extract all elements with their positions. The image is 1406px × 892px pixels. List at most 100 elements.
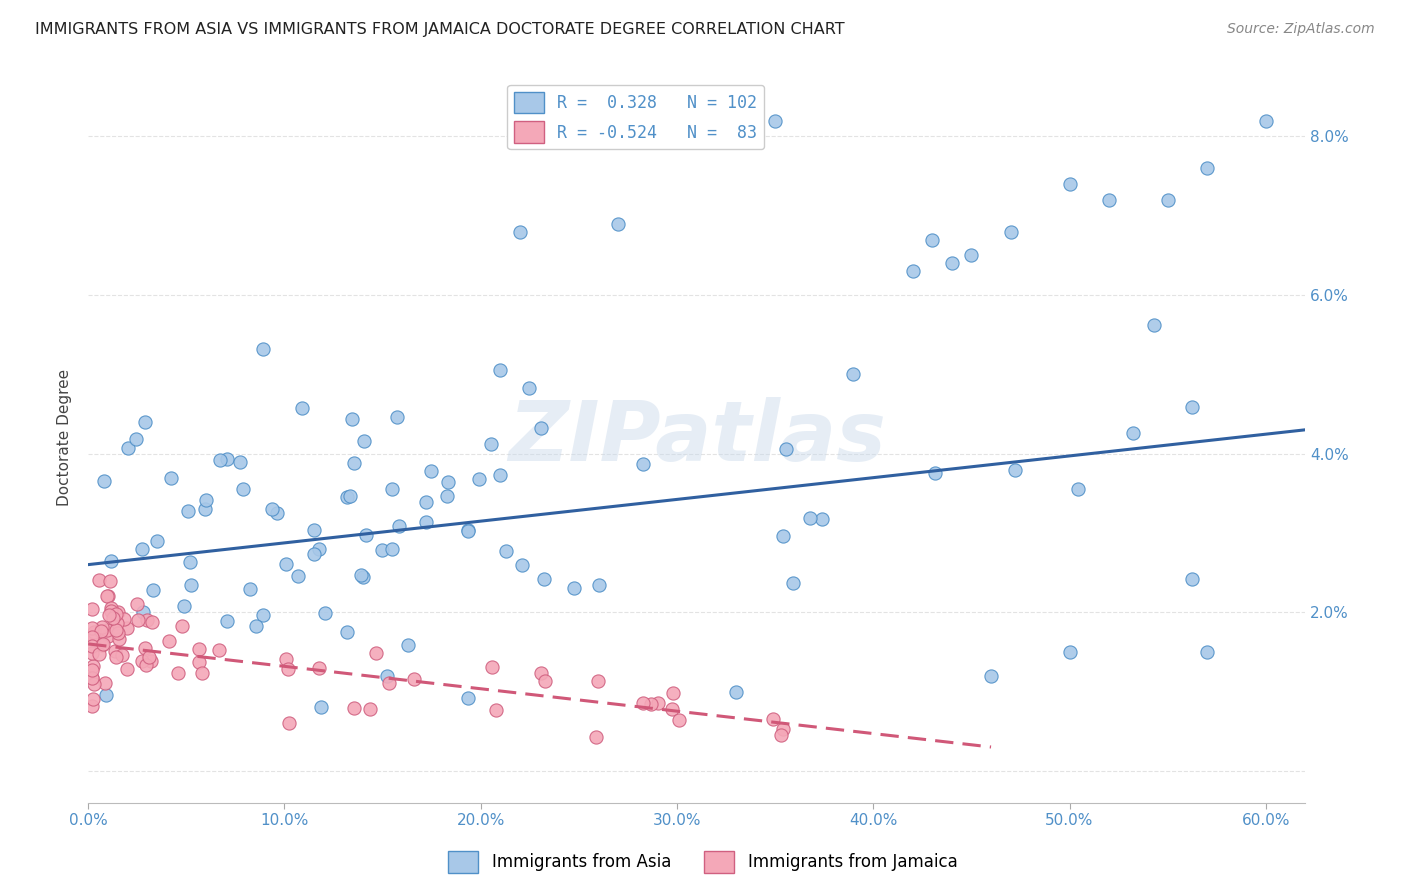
- Point: [724, 684, 747, 698]
- Text: ZIPatlas: ZIPatlas: [508, 397, 886, 478]
- Point: [90, 639, 112, 653]
- Point: [1180, 573, 1202, 587]
- Point: [187, 642, 209, 657]
- Point: [772, 528, 794, 542]
- Point: [479, 436, 502, 450]
- Point: [302, 523, 325, 537]
- Point: [96, 623, 118, 637]
- Point: [842, 367, 865, 381]
- Point: [585, 730, 607, 744]
- Point: [489, 363, 512, 377]
- Point: [176, 503, 198, 517]
- Point: [1143, 318, 1166, 332]
- Point: [94, 688, 117, 702]
- Point: [562, 581, 585, 595]
- Point: [941, 256, 963, 270]
- Point: [97, 590, 120, 604]
- Point: [173, 599, 195, 613]
- Y-axis label: Doctorate Degree: Doctorate Degree: [58, 369, 72, 507]
- Point: [1098, 193, 1121, 207]
- Point: [82, 659, 104, 673]
- Point: [1195, 161, 1218, 175]
- Point: [217, 614, 239, 628]
- Point: [104, 623, 127, 637]
- Point: [141, 615, 163, 629]
- Point: [772, 723, 794, 737]
- Legend: Immigrants from Asia, Immigrants from Jamaica: Immigrants from Asia, Immigrants from Ja…: [441, 845, 965, 880]
- Point: [91, 638, 114, 652]
- Point: [396, 638, 419, 652]
- Point: [509, 225, 531, 239]
- Point: [132, 605, 155, 619]
- Point: [208, 643, 231, 657]
- Point: [517, 382, 540, 396]
- Point: [80, 630, 103, 644]
- Point: [83, 624, 105, 639]
- Point: [80, 671, 103, 685]
- Point: [457, 691, 479, 706]
- Point: [101, 611, 124, 625]
- Point: [131, 654, 153, 668]
- Point: [647, 696, 669, 710]
- Point: [436, 475, 458, 489]
- Point: [105, 650, 128, 665]
- Point: [80, 698, 103, 713]
- Point: [232, 482, 254, 496]
- Point: [661, 702, 683, 716]
- Point: [80, 639, 103, 653]
- Point: [1122, 426, 1144, 441]
- Point: [107, 626, 129, 640]
- Point: [115, 662, 138, 676]
- Point: [457, 524, 479, 538]
- Point: [80, 663, 103, 677]
- Point: [530, 421, 553, 435]
- Point: [108, 632, 131, 646]
- Point: [217, 451, 239, 466]
- Point: [340, 412, 363, 426]
- Point: [291, 401, 314, 415]
- Point: [127, 613, 149, 627]
- Point: [142, 583, 165, 598]
- Point: [775, 442, 797, 457]
- Point: [274, 557, 297, 571]
- Point: [534, 673, 557, 688]
- Point: [530, 665, 553, 680]
- Point: [481, 659, 503, 673]
- Point: [188, 655, 211, 669]
- Point: [208, 453, 231, 467]
- Point: [190, 666, 212, 681]
- Point: [80, 602, 103, 616]
- Point: [631, 696, 654, 710]
- Point: [415, 494, 437, 508]
- Point: [799, 511, 821, 525]
- Point: [378, 676, 401, 690]
- Point: [82, 692, 104, 706]
- Point: [336, 625, 359, 640]
- Point: [512, 558, 534, 573]
- Point: [87, 574, 110, 588]
- Point: [633, 457, 655, 471]
- Point: [1195, 645, 1218, 659]
- Point: [100, 554, 122, 568]
- Legend: R =  0.328   N = 102, R = -0.524   N =  83: R = 0.328 N = 102, R = -0.524 N = 83: [508, 85, 763, 150]
- Point: [364, 646, 387, 660]
- Point: [381, 482, 404, 496]
- Point: [97, 629, 120, 643]
- Point: [1004, 462, 1026, 476]
- Point: [245, 619, 267, 633]
- Point: [811, 512, 834, 526]
- Point: [1181, 400, 1204, 414]
- Point: [339, 489, 361, 503]
- Point: [277, 662, 299, 676]
- Point: [415, 516, 437, 530]
- Point: [457, 523, 479, 537]
- Point: [138, 650, 160, 665]
- Point: [195, 493, 218, 508]
- Point: [266, 506, 288, 520]
- Point: [468, 472, 491, 486]
- Point: [375, 669, 398, 683]
- Point: [100, 604, 122, 618]
- Point: [924, 466, 946, 480]
- Point: [136, 613, 159, 627]
- Point: [157, 634, 180, 648]
